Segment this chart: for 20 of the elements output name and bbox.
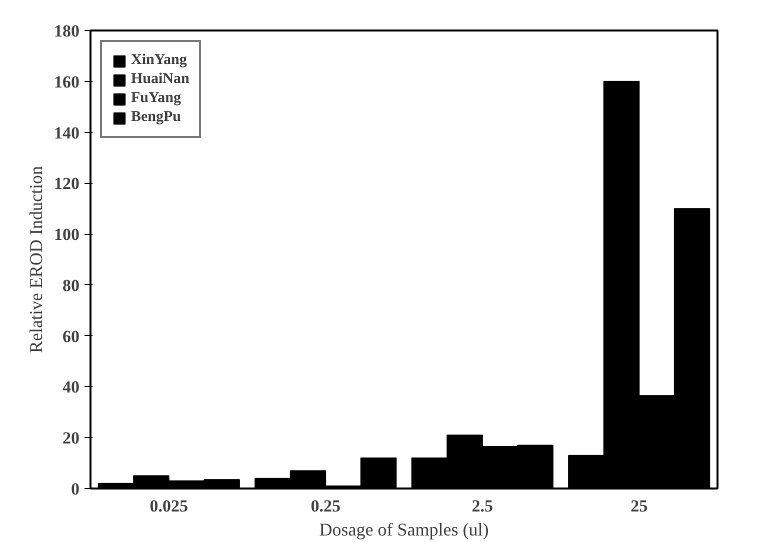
legend-label: HuaiNan <box>131 71 190 88</box>
x-axis-title: Dosage of Samples (ul) <box>319 520 489 540</box>
x-tick-label: 2.5 <box>472 496 493 516</box>
y-tick-label: 20 <box>62 428 80 448</box>
y-axis-title: Relative EROD Induction <box>26 166 46 353</box>
y-tick-label: 60 <box>62 326 80 346</box>
y-tick-label: 140 <box>54 123 80 142</box>
y-tick-label: 80 <box>62 276 80 295</box>
x-tick-label: 0.25 <box>310 496 340 516</box>
y-tick-label: 120 <box>54 174 80 194</box>
y-tick-label: 100 <box>54 225 80 244</box>
y-tick-label: 0 <box>71 480 80 498</box>
y-tick-label: 160 <box>54 72 80 92</box>
y-tick-label: 40 <box>62 378 80 397</box>
legend-label: XinYang <box>131 52 187 69</box>
x-tick-label: 25 <box>630 496 648 516</box>
legend-label: BengPu <box>131 109 182 126</box>
y-tick-label: 180 <box>54 22 80 40</box>
legend-label: FuYang <box>131 90 182 107</box>
x-tick-label: 0.025 <box>150 496 188 516</box>
